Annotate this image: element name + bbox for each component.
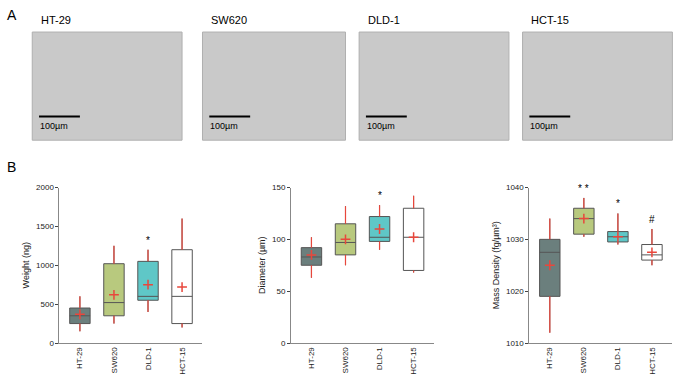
- svg-text:SW620: SW620: [341, 347, 350, 374]
- svg-text:*: *: [146, 235, 150, 246]
- svg-text:HT-29: HT-29: [41, 14, 71, 26]
- svg-text:HCT-15: HCT-15: [531, 14, 569, 26]
- svg-text:DLD-1: DLD-1: [144, 347, 153, 371]
- svg-text:DLD-1: DLD-1: [614, 347, 623, 371]
- svg-text:HCT-15: HCT-15: [178, 347, 187, 375]
- svg-text:DLD-1: DLD-1: [368, 14, 400, 26]
- svg-text:100µm: 100µm: [367, 121, 395, 131]
- svg-text:A: A: [7, 7, 17, 23]
- svg-text:HT-29: HT-29: [307, 347, 316, 369]
- svg-text:1020: 1020: [506, 287, 524, 296]
- svg-text:2000: 2000: [36, 183, 54, 192]
- svg-text:100µm: 100µm: [40, 121, 68, 131]
- svg-text:1500: 1500: [36, 222, 54, 231]
- svg-text:1010: 1010: [506, 339, 524, 348]
- svg-text:SW620: SW620: [579, 347, 588, 374]
- svg-text:50: 50: [277, 287, 286, 296]
- svg-text:DLD-1: DLD-1: [375, 347, 384, 371]
- svg-text:Weight (ng): Weight (ng): [21, 242, 31, 288]
- svg-text:100µm: 100µm: [210, 121, 238, 131]
- svg-text:HCT-15: HCT-15: [409, 347, 418, 375]
- svg-text:1040: 1040: [506, 183, 524, 192]
- svg-text:150: 150: [272, 183, 286, 192]
- svg-text:0: 0: [281, 339, 286, 348]
- svg-text:100: 100: [272, 235, 286, 244]
- svg-text:SW620: SW620: [110, 347, 119, 374]
- svg-text:SW620: SW620: [211, 14, 247, 26]
- svg-text:100µm: 100µm: [530, 121, 558, 131]
- svg-text:#: #: [649, 214, 655, 225]
- svg-text:Diameter (µm): Diameter (µm): [257, 236, 267, 294]
- svg-text:*: *: [616, 198, 620, 209]
- svg-text:500: 500: [41, 300, 55, 309]
- svg-text:HCT-15: HCT-15: [648, 347, 657, 375]
- svg-text:HT-29: HT-29: [76, 347, 85, 369]
- svg-text:0: 0: [49, 339, 54, 348]
- svg-text:*: *: [378, 190, 382, 201]
- svg-text:1030: 1030: [506, 235, 524, 244]
- svg-text:Mass Density (fg/µm³): Mass Density (fg/µm³): [491, 221, 501, 309]
- svg-text:1000: 1000: [36, 261, 54, 270]
- svg-text:HT-29: HT-29: [545, 347, 554, 369]
- svg-text:B: B: [7, 159, 16, 175]
- svg-text:* *: * *: [578, 183, 589, 194]
